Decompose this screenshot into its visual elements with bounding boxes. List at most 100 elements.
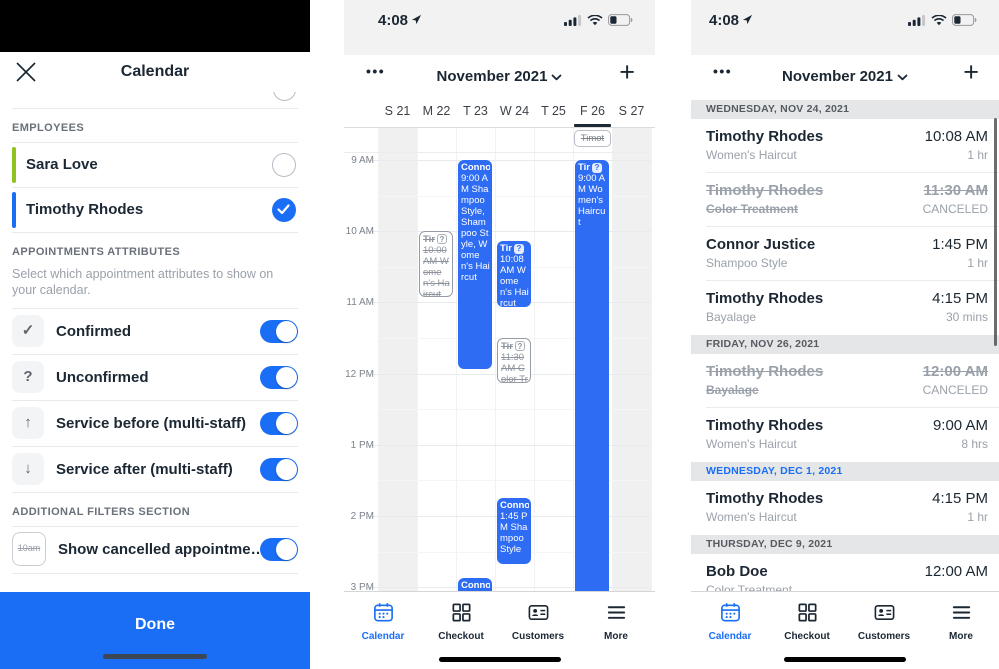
hour-label: 3 PM	[350, 582, 374, 591]
unconfirmed-badge-icon: ?	[513, 243, 524, 254]
agenda-appointment-row[interactable]: Connor Justice Shampoo Style 1:45 PM 1 hr	[691, 227, 999, 281]
all-day-event-cancelled[interactable]: Timot	[574, 130, 611, 147]
radio-selected-icon[interactable]	[272, 198, 296, 222]
agenda-date-header: THURSDAY, DEC 9, 2021	[691, 535, 999, 554]
calendar-event[interactable]: Tir? 10:08 AM Women's Haircut	[497, 240, 531, 307]
attribute-row[interactable]: ? Unconfirmed	[0, 355, 310, 400]
calendar-event[interactable]: Tir? 9:00 AM Women's Haircut	[575, 160, 609, 591]
appointment-duration: 1 hr	[967, 148, 988, 162]
tab-more[interactable]: More	[926, 601, 996, 642]
calendar-event[interactable]: Connor Justice1:45 PM Shampoo Style	[497, 498, 531, 565]
calendar-event[interactable]: Tir?11:30 AM Color Treatment	[497, 338, 531, 383]
tab-label: More	[604, 631, 628, 642]
divider	[706, 407, 999, 408]
grid-hour-line	[366, 444, 651, 446]
tab-label: Calendar	[361, 631, 405, 642]
more-options-icon[interactable]: •••	[713, 63, 733, 79]
event-client-name: Tir	[500, 242, 512, 254]
month-selector[interactable]: November 2021	[691, 68, 999, 85]
tab-checkout[interactable]: Checkout	[772, 601, 842, 642]
toggle[interactable]	[260, 412, 298, 435]
agenda-appointment-row[interactable]: Timothy Rhodes Women's Haircut 9:00 AM 8 hr…	[691, 408, 999, 462]
divider	[706, 226, 999, 227]
status-time: 4:08	[709, 12, 753, 29]
day-header-t25[interactable]: T 25	[541, 104, 566, 118]
employee-row[interactable]: Sara Love	[0, 143, 310, 187]
weekend-shade	[378, 128, 417, 591]
add-appointment-button[interactable]: +	[619, 57, 635, 87]
day-header-s27[interactable]: S 27	[618, 104, 645, 118]
add-appointment-button[interactable]: +	[963, 57, 979, 87]
month-selector[interactable]: November 2021	[344, 68, 655, 85]
grid-vline	[495, 128, 496, 591]
agenda-appointment-row[interactable]: Timothy Rhodes Women's Haircut 10:08 AM 1 h…	[691, 119, 999, 173]
scrollbar[interactable]	[994, 118, 997, 346]
tab-more[interactable]: More	[581, 601, 651, 642]
employee-name: Timothy Rhodes	[26, 201, 144, 218]
toggle[interactable]	[260, 538, 298, 561]
appointment-service: Shampoo Style	[706, 256, 788, 270]
toggle[interactable]	[260, 320, 298, 343]
calendar-event[interactable]: Connor Justice	[458, 577, 492, 591]
agenda-appointment-row[interactable]: Timothy Rhodes Bayalage 12:00 AM CANCELED	[691, 354, 999, 408]
top-black-bar	[0, 0, 310, 52]
tab-calendar[interactable]: Calendar	[348, 601, 418, 642]
appointment-service: Women's Haircut	[706, 148, 797, 162]
attribute-row[interactable]: ↑ Service before (multi-staff)	[0, 401, 310, 446]
event-title: Tir?	[578, 162, 607, 173]
tab-label: Calendar	[708, 631, 752, 642]
hour-label: 12 PM	[345, 368, 374, 380]
agenda-appointment-row[interactable]: Timothy Rhodes Color Treatment 11:30 AM CAN…	[691, 173, 999, 227]
customers-icon	[503, 601, 573, 629]
tab-customers[interactable]: Customers	[503, 601, 573, 642]
grid-vline	[651, 128, 652, 591]
calendar-event[interactable]: Tir? 10:00 AM Women's Haircut	[419, 231, 453, 298]
appointment-client-name: Timothy Rhodes	[706, 363, 824, 380]
tab-checkout[interactable]: Checkout	[426, 601, 496, 642]
more-icon	[926, 601, 996, 629]
day-header-w24[interactable]: W 24	[499, 104, 530, 118]
agenda-appointment-row[interactable]: Bob Doe Color Treatment 12:00 AM	[691, 554, 999, 591]
tab-bar: Calendar Checkout Customers More	[344, 591, 655, 669]
attribute-row[interactable]: ✓ Confirmed	[0, 309, 310, 354]
appointment-time: 12:00 AM	[924, 563, 988, 580]
day-header-s21[interactable]: S 21	[384, 104, 411, 118]
week-view-phone: 4:08 ••• November 2021 + S 21 M 22 T 23 W 2…	[344, 0, 655, 669]
agenda-appointment-row[interactable]: Timothy Rhodes Women's Haircut 4:15 PM 1 hr	[691, 481, 999, 535]
agenda-list[interactable]: WEDNESDAY, NOV 24, 2021 Timothy Rhodes Wom…	[691, 100, 999, 591]
day-header-m22[interactable]: M 22	[422, 104, 451, 118]
radio-unselected-icon[interactable]	[273, 92, 296, 101]
calendar-event[interactable]: Connor Justice9:00 AM Shampoo Style, Sha…	[458, 160, 492, 369]
employee-name: Sara Love	[26, 156, 98, 173]
attribute-label: Unconfirmed	[56, 369, 149, 386]
event-client-name: Connor Justice	[461, 579, 490, 591]
day-header-f26[interactable]: F 26	[579, 104, 605, 118]
toggle[interactable]	[260, 366, 298, 389]
close-icon[interactable]	[14, 60, 38, 84]
more-options-icon[interactable]: •••	[366, 63, 386, 79]
tab-customers[interactable]: Customers	[849, 601, 919, 642]
tab-calendar[interactable]: Calendar	[695, 601, 765, 642]
week-grid[interactable]: 9 AM 10 AM 11 AM 12 PM 1 PM 2 PM 3 PM Timot Tir?…	[344, 128, 655, 591]
divider	[12, 232, 298, 233]
done-button[interactable]: Done	[0, 592, 310, 669]
radio-unselected-icon[interactable]	[272, 153, 296, 177]
event-details: 10:08 AM Women's Haircut	[500, 253, 529, 307]
more-icon	[581, 601, 651, 629]
filter-row[interactable]: 10am Show cancelled appointme…	[0, 527, 310, 573]
day-header-t23[interactable]: T 23	[463, 104, 488, 118]
employees-section-label: EMPLOYEES	[12, 122, 85, 134]
attribute-row[interactable]: ↓ Service after (multi-staff)	[0, 447, 310, 492]
grid-halfhour-line	[378, 195, 651, 197]
divider	[12, 526, 298, 527]
signal-icon	[908, 14, 926, 26]
filter-scroll-area[interactable]: EMPLOYEES Sara Love Timothy Rhodes APPOIN…	[0, 92, 310, 578]
employee-row[interactable]: Timothy Rhodes	[0, 188, 310, 232]
appointment-client-name: Bob Doe	[706, 563, 768, 580]
cancelled-time-icon: 10am	[12, 532, 46, 566]
question-icon: ?	[12, 361, 44, 393]
agenda-appointment-row[interactable]: Timothy Rhodes Bayalage 4:15 PM 30 mins	[691, 281, 999, 335]
toggle[interactable]	[260, 458, 298, 481]
grid-halfhour-line	[378, 480, 651, 482]
filters-section-label: ADDITIONAL FILTERS SECTION	[12, 506, 191, 518]
